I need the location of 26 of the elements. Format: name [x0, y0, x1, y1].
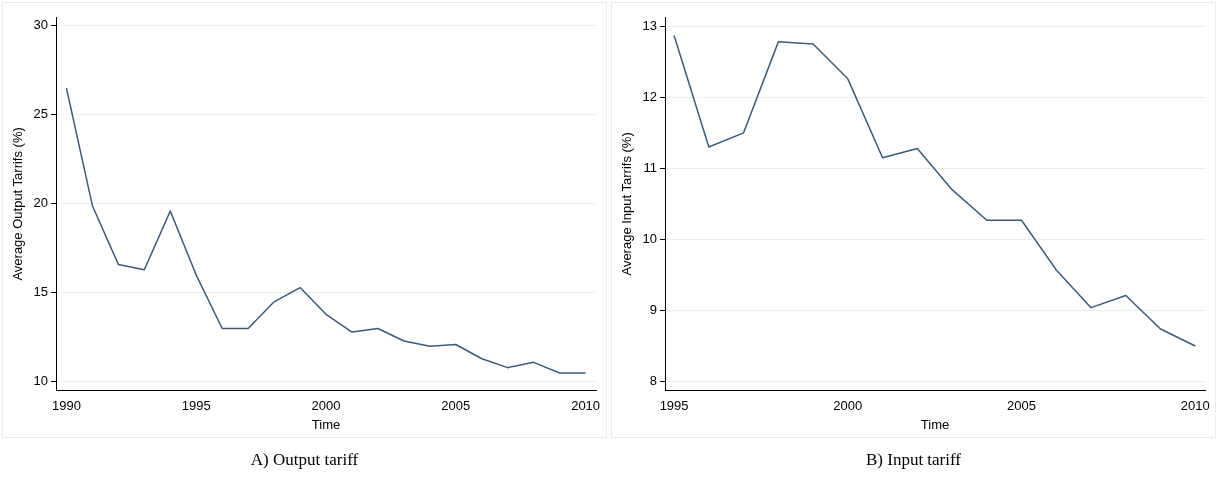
- x-axis-title: Time: [311, 416, 341, 432]
- y-tick-label: 30: [33, 17, 49, 33]
- y-axis-title: Average Input Tarrifs (%): [619, 132, 635, 276]
- y-tick-label: 8: [649, 373, 658, 389]
- y-tick-label: 9: [649, 302, 658, 318]
- y-tick-label: 10: [642, 231, 658, 247]
- x-tick-label: 2000: [311, 398, 341, 414]
- y-tick-label: 13: [642, 17, 658, 33]
- y-tick-label: 15: [33, 284, 49, 300]
- y-tick-label: 12: [642, 88, 658, 104]
- y-tick-label: 10: [33, 373, 49, 389]
- x-tick-label: 2010: [1180, 398, 1210, 414]
- x-axis-title: Time: [920, 416, 950, 432]
- x-tick-label: 1995: [659, 398, 689, 414]
- y-tick-label: 11: [643, 159, 658, 175]
- x-tick-label: 1995: [181, 398, 211, 414]
- text: B) Input tariff: [864, 450, 963, 470]
- x-tick-label: 2010: [571, 398, 601, 414]
- y-tick-label: 20: [33, 195, 49, 211]
- text: A) Output tariff: [249, 450, 360, 470]
- x-tick-label: 2005: [1007, 398, 1037, 414]
- y-axis-title: Average Output Tarrifs (%): [10, 127, 26, 281]
- y-tick-label: 25: [33, 106, 49, 122]
- x-tick-label: 2005: [441, 398, 471, 414]
- x-tick-label: 2000: [833, 398, 863, 414]
- x-tick-label: 1990: [51, 398, 81, 414]
